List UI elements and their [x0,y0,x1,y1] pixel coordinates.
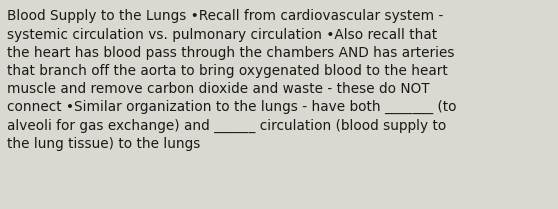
Text: Blood Supply to the Lungs •Recall from cardiovascular system -
systemic circulat: Blood Supply to the Lungs •Recall from c… [7,9,456,151]
